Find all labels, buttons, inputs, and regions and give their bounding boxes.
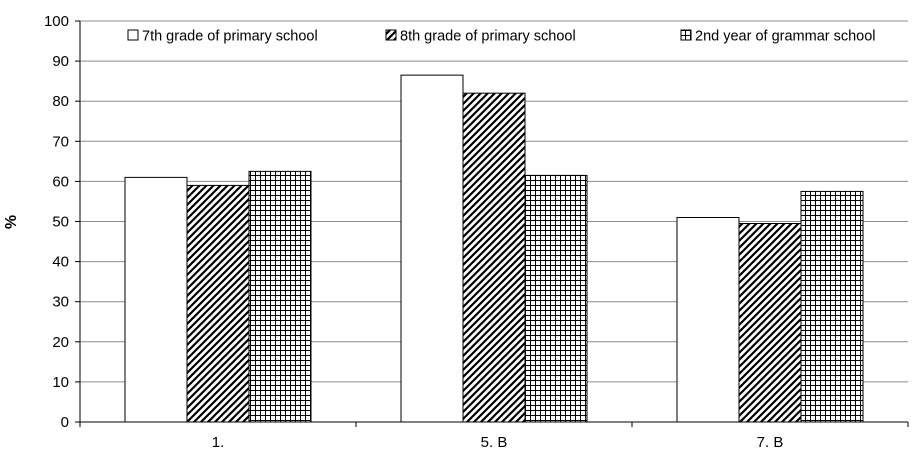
legend-swatch (385, 29, 397, 41)
bar-white (124, 176, 188, 423)
legend-label: 7th grade of primary school (142, 29, 318, 45)
legend-label: 2nd year of grammar school (695, 29, 876, 45)
bar-grid-hatch (800, 190, 864, 423)
legend-swatch (127, 29, 139, 41)
y-tick-label: 20 (52, 334, 69, 351)
axes (79, 21, 908, 423)
bar-white (676, 216, 740, 423)
y-axis-ticks: 0 10 20 30 40 50 60 70 80 90 100 (44, 13, 80, 431)
y-tick-label: 0 (61, 414, 69, 431)
bar-diagonal-hatch (186, 184, 250, 423)
bar-white (400, 74, 464, 423)
legend-label: 8th grade of primary school (400, 29, 576, 45)
bar-grid-hatch (248, 170, 312, 423)
bars (124, 74, 864, 423)
legend-swatch (680, 29, 692, 41)
y-tick-label: 90 (52, 53, 69, 70)
bar-diagonal-hatch (462, 92, 526, 423)
x-tick-label: 7. B (757, 434, 784, 451)
x-tick-label: 1. (212, 434, 225, 451)
x-tick-label: 5. B (481, 434, 508, 451)
x-axis-ticks: 1. 5. B 7. B (79, 422, 909, 451)
y-tick-label: 40 (52, 254, 69, 271)
y-axis-label: % (3, 215, 20, 229)
legend: 7th grade of primary school 8th grade of … (127, 29, 876, 45)
y-tick-label: 100 (44, 13, 69, 30)
y-tick-label: 30 (52, 294, 69, 311)
y-tick-label: 70 (52, 133, 69, 150)
y-tick-label: 80 (52, 93, 69, 110)
bar-grid-hatch (524, 174, 588, 423)
bar-diagonal-hatch (738, 223, 802, 423)
y-tick-label: 50 (52, 214, 69, 231)
y-tick-label: 10 (52, 374, 69, 391)
y-tick-label: 60 (52, 173, 69, 190)
